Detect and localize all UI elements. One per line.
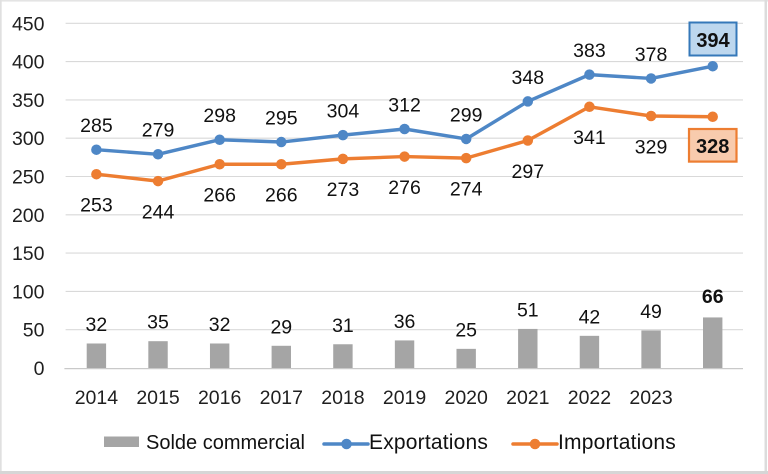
- svg-text:2017: 2017: [260, 387, 303, 409]
- svg-text:51: 51: [517, 299, 539, 321]
- svg-text:250: 250: [12, 167, 45, 189]
- svg-text:276: 276: [388, 177, 421, 199]
- svg-text:2019: 2019: [383, 387, 426, 409]
- svg-text:328: 328: [696, 136, 729, 158]
- svg-text:32: 32: [209, 314, 231, 336]
- svg-text:295: 295: [265, 107, 298, 129]
- svg-text:150: 150: [12, 243, 45, 265]
- svg-text:298: 298: [203, 105, 236, 127]
- svg-text:Importations: Importations: [558, 431, 676, 454]
- svg-text:285: 285: [80, 115, 113, 137]
- svg-text:299: 299: [450, 104, 483, 126]
- svg-text:297: 297: [512, 161, 545, 183]
- svg-text:32: 32: [86, 314, 108, 336]
- svg-text:2021: 2021: [506, 387, 549, 409]
- svg-text:Exportations: Exportations: [369, 431, 488, 454]
- svg-text:2022: 2022: [568, 387, 611, 409]
- svg-text:200: 200: [12, 205, 45, 227]
- svg-text:244: 244: [142, 201, 175, 223]
- svg-text:49: 49: [640, 301, 662, 323]
- svg-text:300: 300: [12, 128, 45, 150]
- svg-text:50: 50: [23, 320, 45, 342]
- svg-text:400: 400: [12, 52, 45, 74]
- svg-text:29: 29: [270, 316, 292, 338]
- svg-text:2018: 2018: [321, 387, 364, 409]
- svg-text:2015: 2015: [136, 387, 180, 409]
- svg-text:2016: 2016: [198, 387, 241, 409]
- svg-text:383: 383: [573, 40, 606, 62]
- svg-text:279: 279: [142, 120, 175, 142]
- svg-text:100: 100: [12, 281, 45, 303]
- svg-text:274: 274: [450, 178, 483, 200]
- svg-text:253: 253: [80, 195, 113, 217]
- svg-text:25: 25: [455, 319, 477, 341]
- svg-text:329: 329: [635, 136, 668, 158]
- svg-text:341: 341: [573, 127, 606, 149]
- svg-text:2020: 2020: [444, 387, 488, 409]
- svg-text:450: 450: [12, 13, 45, 35]
- svg-text:66: 66: [702, 286, 724, 308]
- svg-text:36: 36: [394, 311, 416, 333]
- svg-text:2023: 2023: [629, 387, 672, 409]
- svg-text:378: 378: [635, 44, 668, 66]
- svg-text:312: 312: [388, 94, 421, 116]
- svg-text:2014: 2014: [75, 387, 119, 409]
- svg-text:0: 0: [34, 358, 45, 380]
- svg-text:Solde commercial: Solde commercial: [146, 432, 305, 454]
- svg-text:394: 394: [696, 30, 730, 52]
- svg-text:350: 350: [12, 90, 45, 112]
- svg-text:35: 35: [147, 312, 169, 334]
- svg-text:273: 273: [327, 179, 360, 201]
- svg-text:31: 31: [332, 315, 354, 337]
- svg-text:266: 266: [203, 185, 236, 207]
- svg-text:304: 304: [327, 100, 360, 122]
- svg-text:266: 266: [265, 185, 298, 207]
- svg-text:348: 348: [512, 67, 545, 89]
- svg-text:42: 42: [579, 306, 601, 328]
